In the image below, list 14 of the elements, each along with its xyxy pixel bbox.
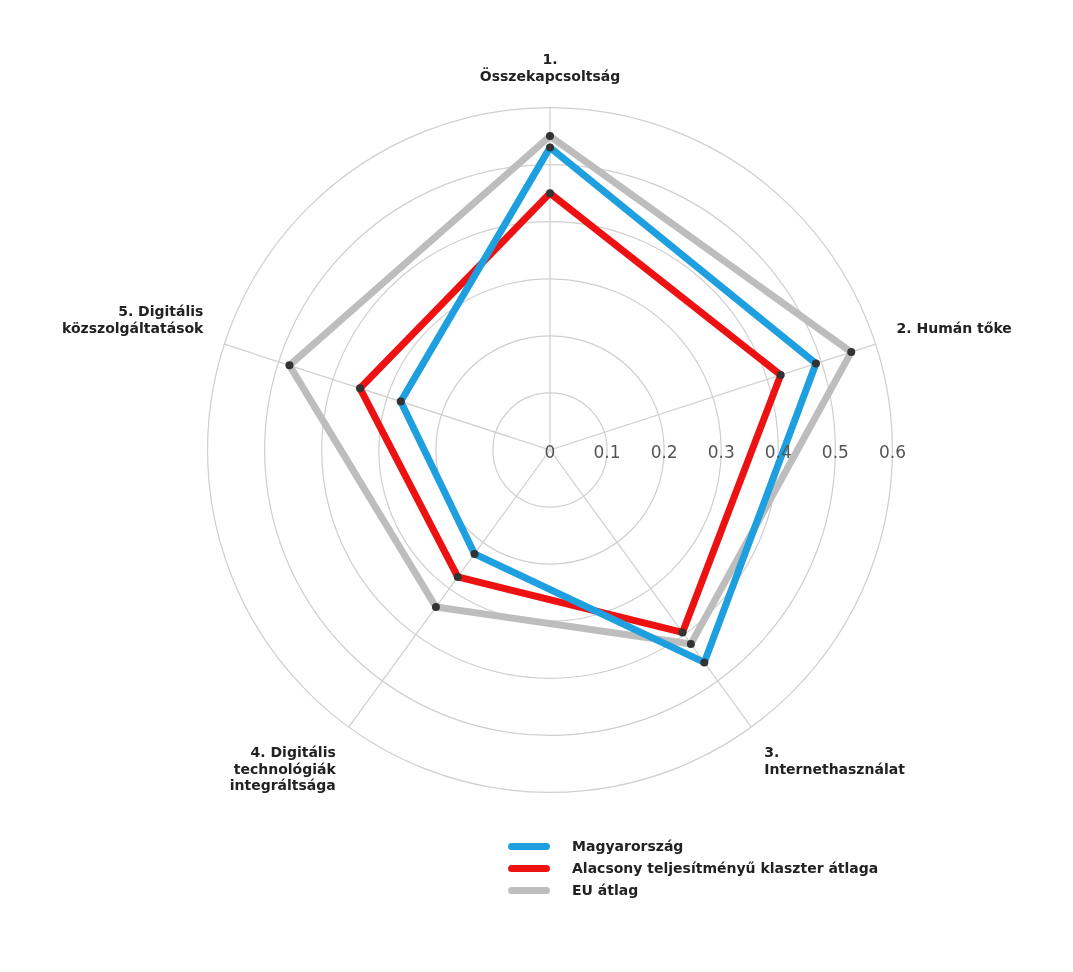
- legend-label: Magyarország: [572, 838, 684, 854]
- spoke-label: 3. Internethasználat: [764, 743, 906, 777]
- legend-label: EU átlag: [572, 882, 639, 898]
- spoke-label: 2. Humán tőke: [896, 319, 1012, 336]
- y-tick-label: 0: [544, 442, 556, 463]
- y-tick-label: 0.2: [650, 442, 678, 463]
- y-tick-label: 0.6: [878, 442, 906, 463]
- spoke-label: 1. Összekapcsoltság: [479, 51, 621, 84]
- spoke-label: 4. Digitális technológiák integráltsága: [229, 743, 337, 794]
- y-tick-label: 0.1: [593, 442, 621, 463]
- y-tick-label: 0.5: [821, 442, 849, 463]
- legend-label: Alacsony teljesítményű klaszter átlaga: [572, 860, 879, 876]
- spoke-label: 5. Digitális közszolgáltatások: [61, 302, 205, 336]
- y-tick-label: 0.3: [707, 442, 735, 463]
